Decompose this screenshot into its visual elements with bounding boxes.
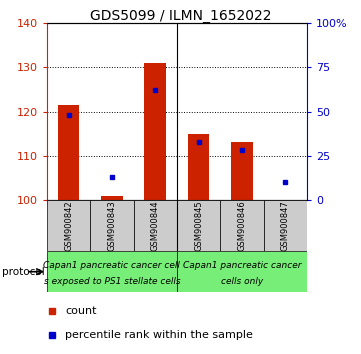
Bar [264, 200, 307, 251]
Text: GSM900845: GSM900845 [194, 200, 203, 251]
Text: GSM900842: GSM900842 [64, 200, 73, 251]
Bar [58, 105, 79, 200]
Text: GDS5099 / ILMN_1652022: GDS5099 / ILMN_1652022 [90, 9, 271, 23]
Text: s exposed to PS1 stellate cells: s exposed to PS1 stellate cells [44, 278, 180, 286]
Bar [177, 251, 307, 292]
Text: count: count [65, 306, 97, 316]
Text: GSM900846: GSM900846 [238, 200, 246, 251]
Text: Capan1 pancreatic cancer cell: Capan1 pancreatic cancer cell [43, 261, 180, 270]
Text: GSM900843: GSM900843 [108, 200, 116, 251]
Text: cells only: cells only [221, 278, 263, 286]
Text: Capan1 pancreatic cancer: Capan1 pancreatic cancer [183, 261, 301, 270]
Text: GSM900844: GSM900844 [151, 200, 160, 251]
Bar [90, 200, 134, 251]
Text: protocol: protocol [2, 267, 44, 277]
Text: percentile rank within the sample: percentile rank within the sample [65, 330, 253, 340]
Text: GSM900847: GSM900847 [281, 200, 290, 251]
Bar [144, 63, 166, 200]
Bar [101, 195, 123, 200]
Bar [177, 200, 220, 251]
Bar [188, 133, 209, 200]
Bar [47, 251, 177, 292]
Bar [134, 200, 177, 251]
Bar [231, 142, 253, 200]
Bar [220, 200, 264, 251]
Bar [47, 200, 90, 251]
